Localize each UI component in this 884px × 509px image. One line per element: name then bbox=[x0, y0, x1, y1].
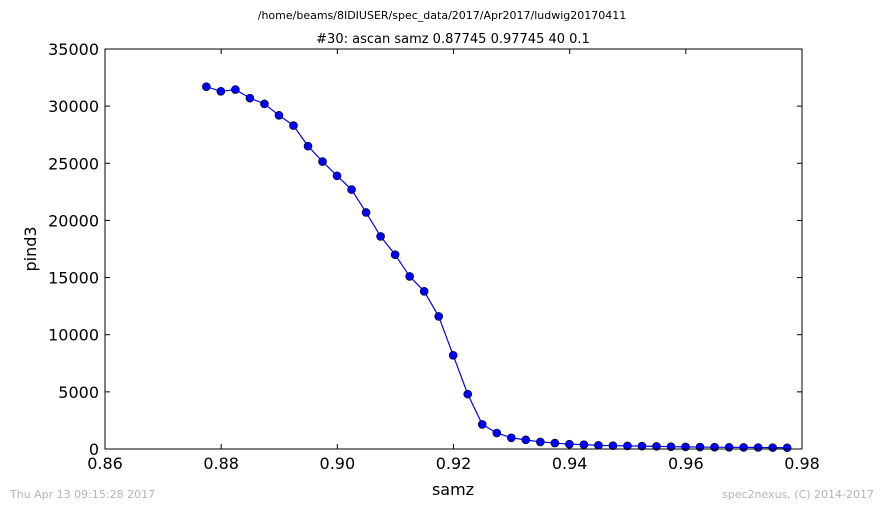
data-point bbox=[782, 443, 792, 453]
data-point bbox=[347, 185, 356, 194]
x-axis: 0.86 0.88 0.90 0.92 0.94 0.96 0.98 bbox=[87, 49, 820, 473]
y-tick-label: 10000 bbox=[48, 326, 99, 345]
data-point bbox=[666, 442, 676, 452]
plot-area bbox=[104, 48, 803, 453]
y-tick-label: 15000 bbox=[48, 269, 99, 288]
data-point bbox=[361, 208, 371, 217]
data-point bbox=[477, 420, 487, 429]
footer-credit: spec2nexus, (C) 2014-2017 bbox=[722, 488, 874, 501]
x-tick-label: 0.98 bbox=[784, 454, 820, 473]
data-point bbox=[405, 272, 414, 281]
footer-timestamp: Thu Apr 13 09:15:28 2017 bbox=[9, 488, 155, 501]
x-tick-label: 0.92 bbox=[436, 454, 472, 473]
data-point bbox=[332, 171, 342, 181]
data-point bbox=[390, 250, 400, 260]
data-point bbox=[768, 443, 777, 452]
data-point bbox=[550, 438, 560, 448]
data-point bbox=[260, 99, 269, 109]
plot-frame bbox=[104, 48, 803, 450]
data-point bbox=[492, 428, 502, 438]
y-tick-label: 35000 bbox=[48, 40, 99, 59]
data-point bbox=[216, 86, 226, 96]
data-point bbox=[202, 82, 211, 92]
data-point bbox=[637, 441, 647, 451]
chart-title: #30: ascan samz 0.87745 0.97745 40 0.1 bbox=[316, 32, 590, 47]
data-point bbox=[318, 157, 327, 166]
data-point bbox=[608, 441, 618, 450]
data-point bbox=[753, 443, 763, 452]
y-tick-label: 5000 bbox=[58, 383, 99, 402]
data-point bbox=[710, 442, 719, 452]
y-tick-label: 0 bbox=[89, 440, 99, 459]
data-point bbox=[506, 433, 516, 443]
x-tick-label: 0.88 bbox=[203, 454, 239, 473]
data-point bbox=[419, 286, 429, 296]
y-tick-label: 20000 bbox=[48, 211, 99, 230]
data-point bbox=[274, 110, 284, 120]
data-point bbox=[303, 141, 313, 151]
data-point bbox=[376, 232, 385, 241]
data-point bbox=[521, 435, 531, 445]
data-point bbox=[594, 441, 603, 450]
data-point bbox=[448, 350, 458, 360]
data-point bbox=[245, 93, 255, 103]
data-point bbox=[536, 437, 545, 447]
data-point bbox=[434, 312, 443, 321]
data-point bbox=[289, 121, 298, 130]
data-point bbox=[231, 85, 240, 94]
y-axis: 0 5000 10000 15000 20000 25000 30000 35000 bbox=[48, 40, 802, 459]
x-tick-label: 0.90 bbox=[320, 454, 356, 473]
data-point bbox=[695, 442, 705, 452]
x-tick-label: 0.94 bbox=[552, 454, 588, 473]
y-tick-label: 25000 bbox=[48, 154, 99, 173]
file-path-header: /home/beams/8IDIUSER/spec_data/2017/Apr2… bbox=[258, 9, 627, 22]
data-point bbox=[739, 443, 748, 452]
series-line bbox=[206, 86, 788, 449]
data-point bbox=[652, 442, 661, 451]
y-tick-label: 30000 bbox=[48, 97, 99, 116]
data-point bbox=[623, 441, 632, 451]
data-point bbox=[579, 440, 589, 449]
data-point bbox=[724, 442, 734, 452]
y-axis-label: pind3 bbox=[21, 226, 40, 271]
x-axis-label: samz bbox=[432, 480, 474, 499]
x-tick-label: 0.86 bbox=[87, 454, 123, 473]
data-point bbox=[463, 389, 473, 399]
x-tick-label: 0.96 bbox=[668, 454, 704, 473]
